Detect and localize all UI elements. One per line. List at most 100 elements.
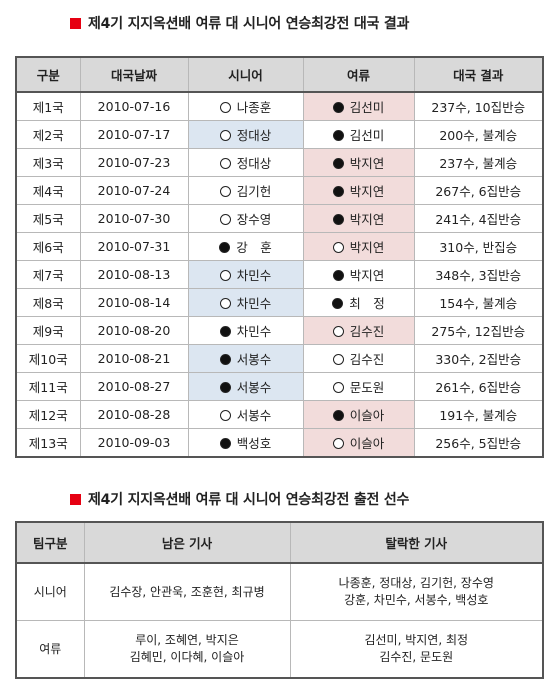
senior-player-name: 백성호 bbox=[236, 436, 272, 451]
results-row: 제7국 2010-08-13 차민수 박지연 348수, 3집반승 bbox=[15, 260, 544, 289]
white-stone-icon bbox=[332, 382, 344, 393]
team-name: 여류 bbox=[39, 641, 62, 656]
result-cell-text: 261수, 6집반승 bbox=[435, 380, 522, 395]
date-cell: 2010-08-20 bbox=[79, 316, 189, 345]
round-cell-text: 제5국 bbox=[32, 212, 64, 227]
result-cell: 310수, 반집승 bbox=[413, 232, 544, 261]
results-body: 제1국 2010-07-16 나종훈 김선미 237수, 10집반승 제2국 2010-07… bbox=[15, 91, 544, 458]
round-cell-text: 제2국 bbox=[32, 128, 64, 143]
header-result: 대국 결과 bbox=[413, 56, 544, 93]
date-cell: 2010-08-13 bbox=[79, 260, 189, 289]
black-stone-icon bbox=[219, 242, 231, 253]
eliminated-players-line: 나종훈, 정대상, 김기헌, 장수영 bbox=[338, 576, 494, 590]
white-stone-icon bbox=[332, 326, 344, 337]
result-cell-text: 256수, 5집반승 bbox=[435, 436, 522, 451]
date-cell-text: 2010-07-17 bbox=[97, 127, 171, 142]
round-cell-text: 제10국 bbox=[28, 352, 68, 367]
players-table: 팀구분 남은 기사 탈락한 기사 시니어 김수장, 안관욱, 조훈현, 최규병 나종… bbox=[15, 521, 544, 679]
female-cell: 박지연 bbox=[302, 260, 415, 289]
results-row: 제13국 2010-09-03 백성호 이슬아 256수, 5집반승 bbox=[15, 428, 544, 458]
female-cell: 김수진 bbox=[302, 344, 415, 373]
black-stone-icon bbox=[332, 130, 344, 141]
senior-player-name: 서봉수 bbox=[236, 380, 272, 395]
white-stone-icon bbox=[219, 270, 231, 281]
header-female: 여류 bbox=[302, 56, 415, 93]
date-cell-text: 2010-08-13 bbox=[97, 267, 171, 282]
female-player-name: 박지연 bbox=[349, 156, 385, 171]
date-cell-text: 2010-07-30 bbox=[97, 211, 171, 226]
senior-player-name: 김기헌 bbox=[236, 184, 272, 199]
header-date: 대국날짜 bbox=[79, 56, 189, 93]
results-row: 제5국 2010-07-30 장수영 박지연 241수, 4집반승 bbox=[15, 204, 544, 233]
round-cell-text: 제11국 bbox=[28, 380, 68, 395]
remaining-players-cell: 루이, 조혜연, 박지은 김혜민, 이다혜, 이슬아 bbox=[83, 620, 291, 679]
round-cell: 제13국 bbox=[15, 428, 81, 458]
black-stone-icon bbox=[332, 214, 344, 225]
results-row: 제6국 2010-07-31 강 훈 박지연 310수, 반집승 bbox=[15, 232, 544, 261]
date-cell-text: 2010-08-21 bbox=[97, 351, 171, 366]
result-cell-text: 191수, 불계승 bbox=[439, 408, 518, 423]
header-round: 구분 bbox=[15, 56, 81, 93]
header-eliminated: 탈락한 기사 bbox=[289, 521, 544, 564]
round-cell-text: 제4국 bbox=[32, 184, 64, 199]
black-stone-icon bbox=[332, 158, 344, 169]
players-header-row: 팀구분 남은 기사 탈락한 기사 bbox=[15, 521, 544, 564]
senior-player-name: 강 훈 bbox=[236, 240, 272, 255]
black-stone-icon bbox=[219, 438, 231, 449]
remaining-players-line: 루이, 조혜연, 박지은 bbox=[135, 633, 239, 647]
female-player-name: 김선미 bbox=[349, 128, 385, 143]
senior-player-name: 서봉수 bbox=[236, 352, 272, 367]
black-stone-icon bbox=[219, 354, 231, 365]
date-cell-text: 2010-09-03 bbox=[97, 435, 171, 450]
date-cell: 2010-08-21 bbox=[79, 344, 189, 373]
results-row: 제11국 2010-08-27 서봉수 문도원 261수, 6집반승 bbox=[15, 372, 544, 401]
female-player-name: 문도원 bbox=[349, 380, 385, 395]
round-cell-text: 제3국 bbox=[32, 156, 64, 171]
senior-player-name: 서봉수 bbox=[236, 408, 272, 423]
female-player-name: 박지연 bbox=[349, 184, 385, 199]
team-cell: 시니어 bbox=[15, 562, 85, 621]
result-cell: 275수, 12집반승 bbox=[413, 316, 544, 345]
female-cell: 문도원 bbox=[302, 372, 415, 401]
eliminated-players-line: 김선미, 박지연, 최정 bbox=[364, 633, 469, 647]
senior-cell: 나종훈 bbox=[187, 91, 304, 121]
female-cell: 박지연 bbox=[302, 148, 415, 177]
female-player-name: 최 정 bbox=[349, 296, 385, 311]
round-cell: 제6국 bbox=[15, 232, 81, 261]
round-cell-text: 제8국 bbox=[32, 296, 64, 311]
senior-player-name: 차민수 bbox=[236, 324, 272, 339]
female-cell: 최 정 bbox=[302, 288, 415, 317]
white-stone-icon bbox=[332, 242, 344, 253]
results-row: 제3국 2010-07-23 정대상 박지연 237수, 불계승 bbox=[15, 148, 544, 177]
result-cell: 154수, 불계승 bbox=[413, 288, 544, 317]
eliminated-players-cell: 김선미, 박지연, 최정 김수진, 문도원 bbox=[289, 620, 544, 679]
black-stone-icon bbox=[219, 382, 231, 393]
female-cell: 김선미 bbox=[302, 91, 415, 121]
results-table: 구분 대국날짜 시니어 여류 대국 결과 제1국 2010-07-16 나종훈 김선미… bbox=[15, 56, 544, 458]
senior-cell: 서봉수 bbox=[187, 344, 304, 373]
results-header-row: 구분 대국날짜 시니어 여류 대국 결과 bbox=[15, 56, 544, 93]
round-cell-text: 제13국 bbox=[28, 436, 68, 451]
result-cell: 237수, 불계승 bbox=[413, 148, 544, 177]
eliminated-players-cell: 나종훈, 정대상, 김기헌, 장수영 강훈, 차민수, 서봉수, 백성호 bbox=[289, 562, 544, 621]
round-cell: 제9국 bbox=[15, 316, 81, 345]
result-cell-text: 267수, 6집반승 bbox=[435, 184, 522, 199]
black-stone-icon bbox=[332, 186, 344, 197]
senior-player-name: 차민수 bbox=[236, 296, 272, 311]
results-row: 제2국 2010-07-17 정대상 김선미 200수, 불계승 bbox=[15, 120, 544, 149]
female-player-name: 이슬아 bbox=[349, 408, 385, 423]
header-remaining: 남은 기사 bbox=[83, 521, 291, 564]
female-player-name: 박지연 bbox=[349, 212, 385, 227]
result-cell: 191수, 불계승 bbox=[413, 400, 544, 429]
result-cell: 261수, 6집반승 bbox=[413, 372, 544, 401]
date-cell-text: 2010-08-28 bbox=[97, 407, 171, 422]
result-cell: 256수, 5집반승 bbox=[413, 428, 544, 458]
senior-cell: 서봉수 bbox=[187, 372, 304, 401]
result-cell: 241수, 4집반승 bbox=[413, 204, 544, 233]
results-row: 제10국 2010-08-21 서봉수 김수진 330수, 2집반승 bbox=[15, 344, 544, 373]
white-stone-icon bbox=[219, 298, 231, 309]
round-cell: 제1국 bbox=[15, 91, 81, 121]
result-cell-text: 241수, 4집반승 bbox=[435, 212, 522, 227]
players-section-title: 제4기 지지옥션배 여류 대 시니어 연승최강전 출전 선수 bbox=[70, 489, 409, 509]
round-cell: 제11국 bbox=[15, 372, 81, 401]
